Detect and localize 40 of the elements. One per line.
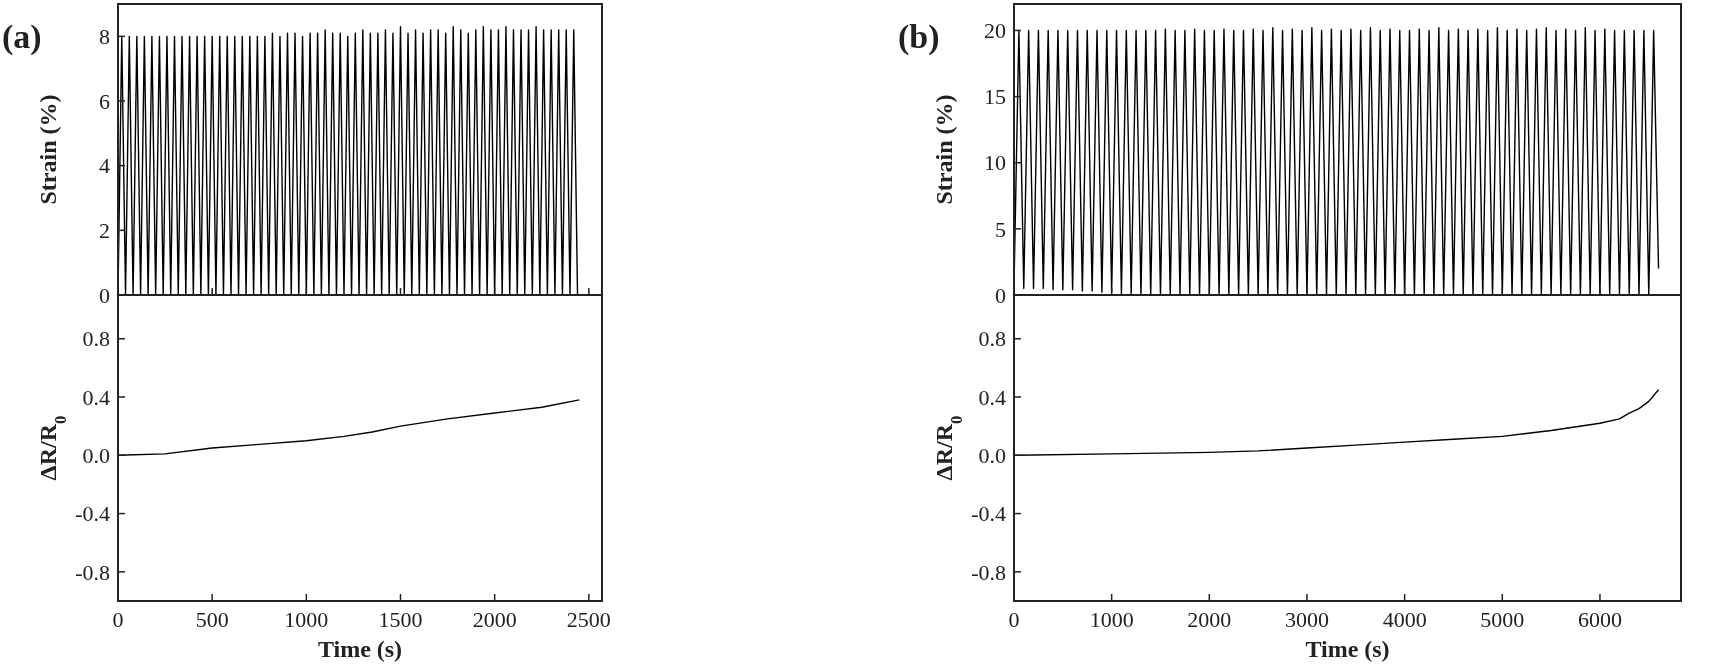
y-tick-label: 10 (984, 150, 1006, 176)
y-tick-label: -0.4 (971, 501, 1006, 527)
y-tick-label: 20 (984, 18, 1006, 44)
line-series (1014, 27, 1660, 295)
y-tick-label: 15 (984, 84, 1006, 110)
x-tick-label: 5000 (1480, 607, 1525, 632)
x-axis-title: Time (s) (317, 636, 403, 662)
y-tick-label: 0.8 (82, 326, 110, 352)
y-axis-title: Strain (%) (35, 94, 61, 205)
y-axis-title: Strain (%) (931, 94, 957, 205)
y-tick-label: -0.4 (75, 501, 110, 527)
x-tick-label: 6000 (1577, 607, 1622, 632)
y-tick-label: -0.8 (971, 559, 1006, 585)
line-series (118, 399, 581, 456)
x-tick-label: 1000 (284, 607, 329, 632)
y-tick-label: 0.0 (978, 442, 1006, 468)
x-tick-label: 2000 (1187, 607, 1232, 632)
y-tick-label: 0 (99, 282, 110, 308)
text: (b) (898, 18, 940, 56)
x-tick-label: 2500 (566, 607, 611, 632)
x-axis-title: Time (s) (1305, 636, 1390, 662)
x-tick-label: 4000 (1382, 607, 1427, 632)
y-tick-label: 0.8 (978, 326, 1006, 352)
y-tick-label: -0.8 (75, 559, 110, 585)
y-tick-label: 0.0 (82, 442, 110, 468)
x-tick-label: 1000 (1089, 607, 1134, 632)
y-tick-label: 2 (99, 218, 110, 244)
x-tick-label: 500 (195, 607, 229, 632)
y-tick-label: 5 (995, 216, 1006, 242)
y-tick-label: 0 (995, 282, 1006, 308)
text: (a) (2, 18, 42, 56)
x-tick-label: 1500 (378, 607, 423, 632)
line-series (118, 25, 579, 295)
y-tick-label: 8 (99, 24, 110, 50)
y-tick-label: 0.4 (82, 384, 110, 410)
y-tick-label: 4 (99, 153, 110, 179)
y-tick-label: 0.4 (978, 384, 1006, 410)
y-tick-label: 6 (99, 88, 110, 114)
x-tick-label: 3000 (1284, 607, 1329, 632)
x-tick-label: 2000 (472, 607, 517, 632)
